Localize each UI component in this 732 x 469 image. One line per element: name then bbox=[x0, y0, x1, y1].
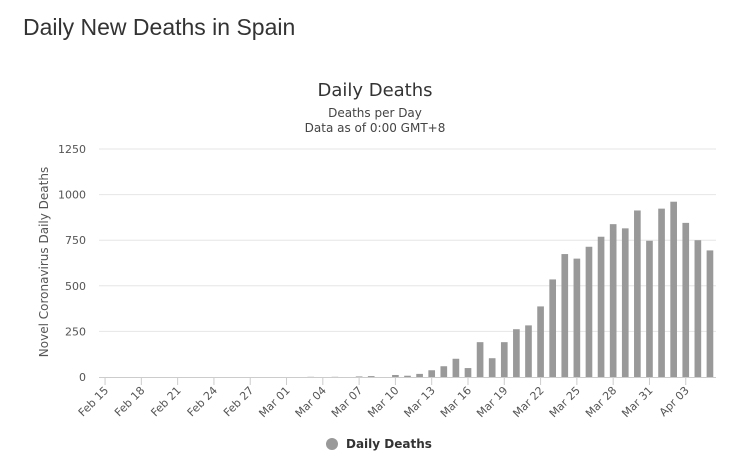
bar[interactable] bbox=[513, 329, 520, 377]
legend-label-daily-deaths: Daily Deaths bbox=[346, 437, 432, 451]
bar[interactable] bbox=[452, 358, 460, 377]
bar[interactable] bbox=[549, 279, 557, 377]
page-title: Daily New Deaths in Spain bbox=[23, 14, 296, 40]
bar[interactable] bbox=[525, 325, 532, 377]
y-tick-label: 0 bbox=[79, 371, 86, 384]
x-tick-label: Mar 04 bbox=[293, 384, 329, 420]
x-tick-label: Feb 27 bbox=[221, 384, 256, 419]
y-tick-label: 750 bbox=[65, 234, 86, 247]
y-tick-label: 1250 bbox=[58, 143, 86, 156]
chart-subtitle-line-2: Data as of 0:00 GMT+8 bbox=[304, 121, 446, 135]
bar[interactable] bbox=[585, 246, 593, 377]
bar[interactable] bbox=[561, 254, 569, 377]
bar[interactable] bbox=[670, 201, 677, 377]
bar[interactable] bbox=[706, 250, 714, 377]
chart-subtitle-line-1: Deaths per Day bbox=[328, 106, 422, 120]
bar[interactable] bbox=[392, 374, 399, 377]
legend-marker-daily-deaths bbox=[326, 438, 338, 450]
y-tick-label: 250 bbox=[65, 325, 86, 338]
bar[interactable] bbox=[404, 375, 411, 377]
x-tick-label: Feb 18 bbox=[112, 384, 147, 419]
x-tick-label: Mar 25 bbox=[547, 384, 583, 420]
bar[interactable] bbox=[621, 228, 629, 377]
x-tick-label: Mar 07 bbox=[329, 384, 365, 420]
bar[interactable] bbox=[488, 358, 496, 377]
x-tick-label: Apr 03 bbox=[657, 384, 692, 419]
legend[interactable]: Daily Deaths bbox=[326, 437, 432, 451]
bar[interactable] bbox=[609, 224, 617, 377]
x-tick-label: Mar 16 bbox=[438, 384, 474, 420]
bar[interactable] bbox=[428, 370, 436, 377]
x-tick-label: Feb 24 bbox=[185, 384, 220, 419]
bar[interactable] bbox=[682, 222, 690, 377]
bar[interactable] bbox=[537, 306, 544, 377]
bar[interactable] bbox=[634, 210, 641, 377]
bar[interactable] bbox=[476, 342, 484, 377]
bar-layer bbox=[307, 201, 714, 377]
x-tick-label: Mar 13 bbox=[402, 384, 438, 420]
x-tick-label: Mar 28 bbox=[583, 384, 619, 420]
x-tick-label: Mar 19 bbox=[474, 384, 510, 420]
x-tick-label: Mar 22 bbox=[510, 384, 546, 420]
x-tick-label: Feb 21 bbox=[148, 384, 183, 419]
y-tick-label: 500 bbox=[65, 280, 86, 293]
bar[interactable] bbox=[500, 342, 508, 377]
bar[interactable] bbox=[694, 240, 702, 377]
bar[interactable] bbox=[355, 376, 363, 377]
x-tick-label: Mar 31 bbox=[619, 384, 655, 420]
bar[interactable] bbox=[658, 208, 665, 377]
bar[interactable] bbox=[464, 368, 472, 377]
y-tick-label: 1000 bbox=[58, 189, 86, 202]
bar[interactable] bbox=[646, 240, 653, 377]
x-tick-label: Mar 01 bbox=[256, 384, 292, 420]
bar[interactable] bbox=[440, 366, 448, 377]
bar[interactable] bbox=[597, 236, 605, 377]
x-tick-label: Mar 10 bbox=[365, 384, 401, 420]
bar[interactable] bbox=[416, 373, 423, 377]
chart-title: Daily Deaths bbox=[317, 80, 433, 101]
x-tick-label: Feb 15 bbox=[76, 384, 111, 419]
bar[interactable] bbox=[573, 258, 581, 377]
bar[interactable] bbox=[367, 376, 375, 377]
